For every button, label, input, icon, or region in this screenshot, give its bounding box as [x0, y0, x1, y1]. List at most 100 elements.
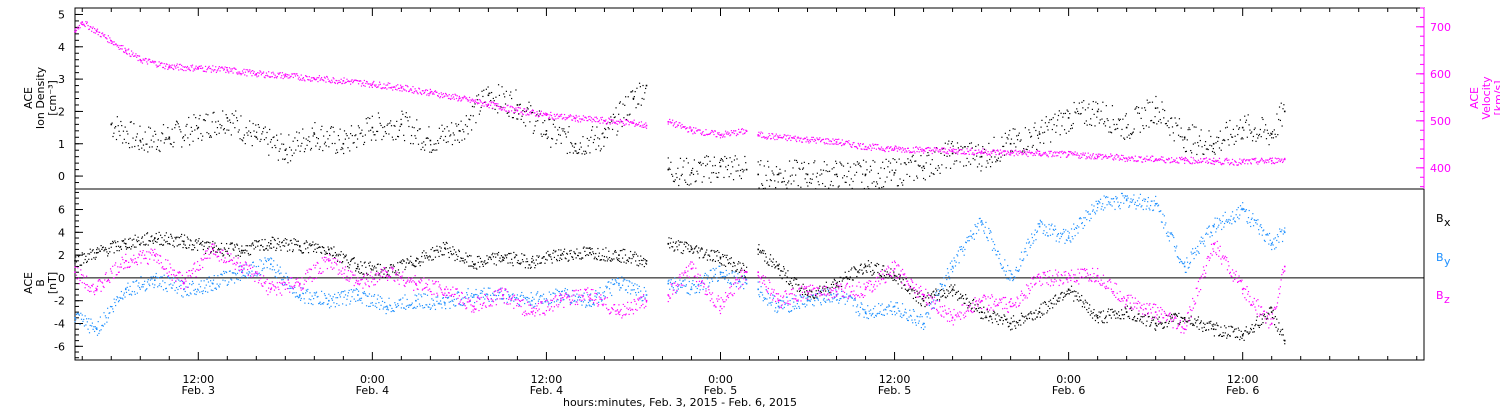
scatter-dot — [1086, 124, 1088, 126]
scatter-dot — [1042, 132, 1044, 134]
scatter-dot — [1137, 313, 1139, 315]
scatter-dot — [1079, 113, 1081, 115]
scatter-dot — [808, 162, 810, 165]
scatter-dot — [196, 68, 198, 70]
scatter-dot — [595, 258, 598, 260]
scatter-dot — [100, 36, 102, 38]
scatter-dot — [922, 297, 924, 300]
scatter-dot — [600, 259, 602, 261]
scatter-dot — [394, 88, 397, 90]
scatter-dot — [789, 280, 791, 282]
scatter-dot — [258, 126, 260, 128]
scatter-dot — [730, 173, 732, 175]
scatter-dot — [700, 248, 702, 250]
scatter-dot — [517, 113, 520, 115]
scatter-dot — [225, 66, 228, 69]
scatter-dot — [307, 252, 310, 254]
scatter-dot — [615, 122, 617, 125]
scatter-dot — [880, 274, 882, 277]
scatter-dot — [785, 272, 787, 274]
scatter-dot — [709, 132, 711, 135]
scatter-dot — [555, 118, 557, 120]
bottom-panel-series — [74, 192, 1286, 345]
scatter-dot — [668, 121, 670, 123]
scatter-dot — [640, 125, 642, 127]
scatter-dot — [318, 75, 321, 77]
scatter-dot — [184, 244, 186, 246]
scatter-dot — [780, 136, 783, 139]
scatter-dot — [133, 55, 135, 57]
scatter-dot — [155, 64, 157, 66]
scatter-dot — [896, 147, 898, 149]
scatter-dot — [431, 247, 434, 249]
scatter-dot — [904, 284, 906, 286]
scatter-dot — [416, 92, 418, 94]
scatter-dot — [178, 69, 180, 71]
scatter-dot — [844, 181, 846, 183]
scatter-dot — [839, 276, 841, 279]
scatter-dot — [232, 248, 234, 250]
scatter-dot — [481, 105, 483, 107]
scatter-dot — [171, 128, 173, 130]
scatter-dot — [1110, 309, 1112, 311]
scatter-dot — [508, 115, 510, 117]
scatter-dot — [938, 299, 941, 301]
scatter-dot — [194, 69, 196, 71]
scatter-dot — [842, 144, 844, 146]
scatter-dot — [1039, 316, 1041, 318]
scatter-dot — [376, 86, 378, 89]
scatter-dot — [1071, 127, 1073, 129]
scatter-dot — [1277, 328, 1279, 330]
scatter-dot — [1260, 314, 1262, 316]
scatter-dot — [244, 74, 246, 76]
scatter-dot — [782, 137, 784, 139]
scatter-dot — [338, 253, 340, 255]
scatter-dot — [476, 256, 479, 258]
scatter-dot — [107, 41, 109, 43]
scatter-dot — [885, 158, 887, 160]
scatter-dot — [586, 254, 588, 256]
scatter-dot — [1054, 113, 1056, 115]
scatter-dot — [1247, 114, 1249, 116]
scatter-dot — [1200, 158, 1202, 160]
scatter-dot — [522, 110, 524, 112]
scatter-dot — [584, 153, 586, 155]
scatter-dot — [1142, 322, 1144, 325]
scatter-dot — [774, 180, 776, 182]
data-point — [212, 247, 214, 250]
scatter-dot — [859, 143, 862, 145]
scatter-dot — [706, 259, 709, 261]
scatter-dot — [898, 146, 900, 148]
scatter-dot — [1226, 126, 1228, 128]
scatter-dot — [1252, 158, 1255, 161]
scatter-dot — [710, 250, 712, 252]
scatter-dot — [560, 249, 562, 251]
scatter-dot — [675, 241, 677, 243]
scatter-dot — [291, 73, 294, 75]
scatter-dot — [1212, 325, 1214, 327]
scatter-dot — [202, 240, 204, 242]
scatter-dot — [1215, 322, 1218, 324]
scatter-dot — [1047, 156, 1049, 158]
scatter-dot — [387, 82, 389, 84]
scatter-dot — [724, 130, 727, 132]
scatter-dot — [1072, 154, 1074, 156]
scatter-dot — [804, 178, 806, 180]
data-point — [124, 242, 127, 245]
scatter-dot — [466, 99, 468, 101]
scatter-dot — [981, 165, 983, 167]
scatter-dot — [1165, 314, 1168, 316]
scatter-dot — [557, 129, 559, 131]
scatter-dot — [1160, 158, 1162, 161]
scatter-dot — [1049, 307, 1051, 310]
scatter-dot — [81, 314, 83, 316]
scatter-dot — [1081, 294, 1083, 297]
scatter-dot — [1143, 158, 1145, 160]
scatter-dot — [577, 119, 579, 122]
scatter-dot — [772, 133, 774, 135]
scatter-dot — [540, 262, 542, 264]
scatter-dot — [895, 161, 898, 163]
scatter-dot — [775, 133, 777, 135]
scatter-dot — [388, 274, 390, 276]
scatter-dot — [851, 187, 853, 190]
